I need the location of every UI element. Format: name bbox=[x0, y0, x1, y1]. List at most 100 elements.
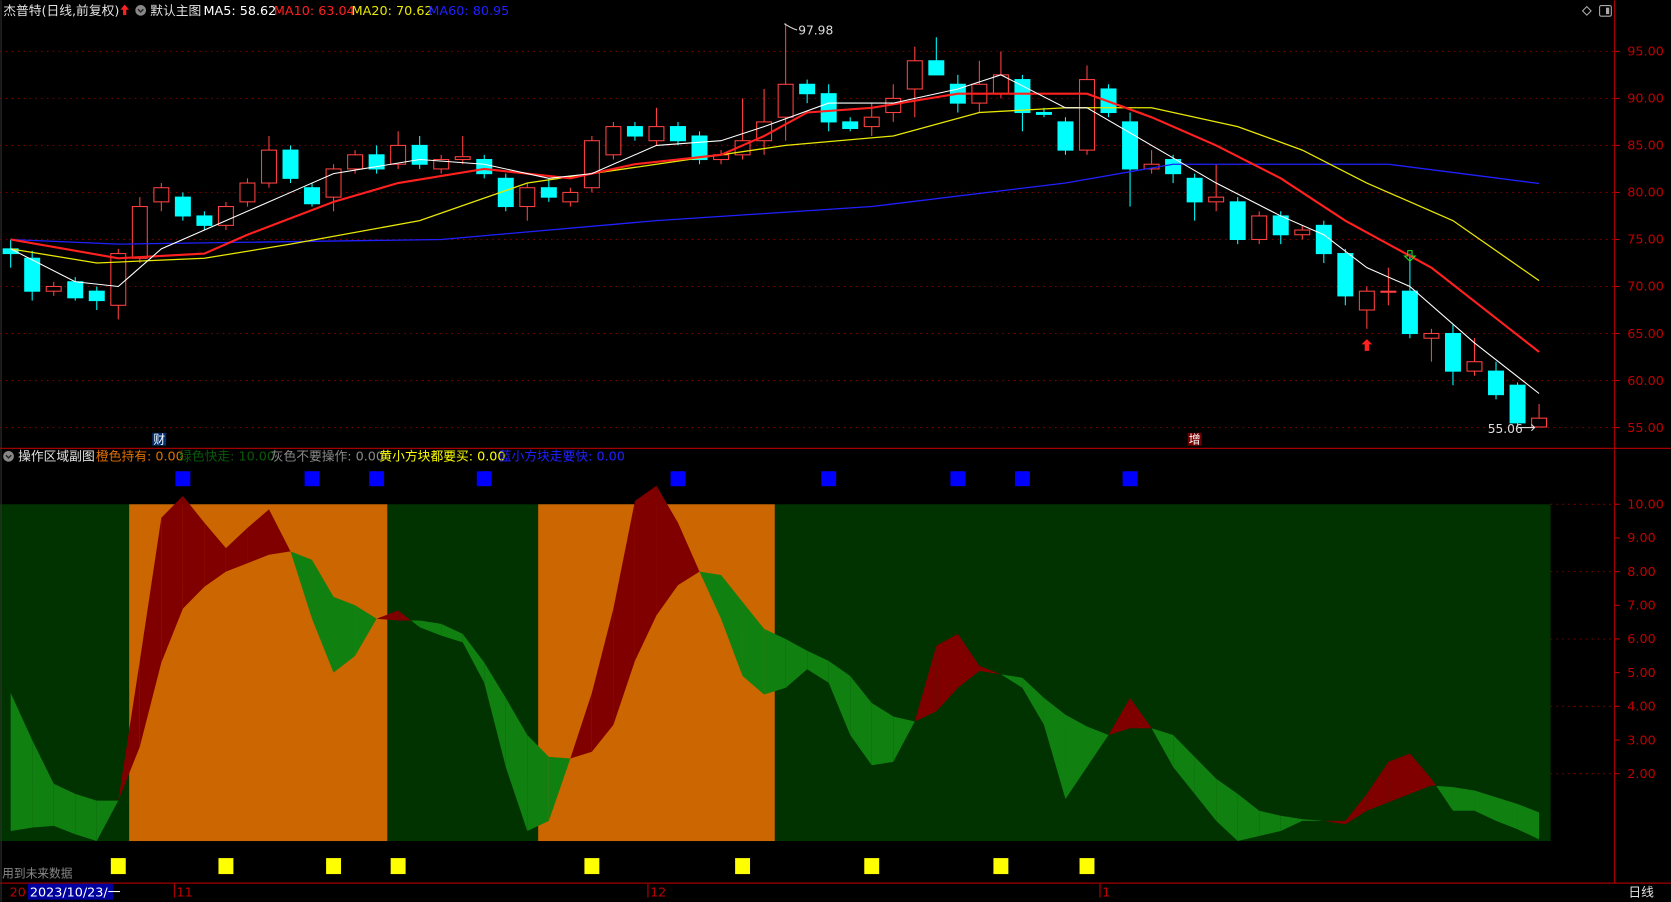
sub-chevron-down-icon[interactable] bbox=[3, 451, 14, 462]
candlestick-series[interactable] bbox=[2, 23, 1548, 428]
candle[interactable] bbox=[842, 117, 859, 132]
blue-exit-square bbox=[304, 471, 320, 487]
sub-chart[interactable] bbox=[0, 471, 1551, 875]
candle[interactable] bbox=[669, 121, 686, 146]
candle[interactable] bbox=[1380, 267, 1397, 306]
candle[interactable] bbox=[1444, 324, 1461, 386]
candle[interactable] bbox=[304, 183, 321, 207]
candle-body bbox=[648, 126, 665, 142]
candle[interactable] bbox=[1358, 286, 1375, 329]
candle[interactable] bbox=[217, 201, 234, 231]
candle[interactable] bbox=[1186, 173, 1203, 221]
blue-exit-square bbox=[950, 471, 966, 487]
candle[interactable] bbox=[1337, 248, 1354, 306]
rising-band bbox=[1345, 793, 1367, 825]
candle[interactable] bbox=[1509, 382, 1526, 427]
candle[interactable] bbox=[45, 281, 62, 296]
candle[interactable] bbox=[906, 46, 923, 118]
candle-body bbox=[476, 158, 493, 175]
falling-band bbox=[548, 756, 571, 821]
candle[interactable] bbox=[24, 250, 41, 301]
candle[interactable] bbox=[282, 145, 299, 184]
chevron-down-icon[interactable] bbox=[135, 5, 146, 16]
candle-body bbox=[24, 257, 41, 292]
candle[interactable] bbox=[1272, 211, 1289, 245]
candle-body bbox=[239, 182, 256, 203]
price-tick-label: 70.00 bbox=[1627, 280, 1664, 295]
falling-band bbox=[32, 740, 54, 828]
candle[interactable] bbox=[1229, 197, 1246, 245]
panel-toggle-icon[interactable] bbox=[1599, 5, 1612, 17]
candle[interactable] bbox=[239, 178, 256, 207]
sub-chart-name[interactable]: 操作区域副图 bbox=[18, 449, 95, 465]
candle-body bbox=[1358, 290, 1375, 311]
increase-marker-text: 增 bbox=[1189, 433, 1201, 447]
falling-band bbox=[742, 601, 765, 695]
candle[interactable] bbox=[820, 84, 837, 132]
candle[interactable] bbox=[519, 183, 536, 221]
candle[interactable] bbox=[454, 136, 471, 165]
candle[interactable] bbox=[1165, 154, 1182, 184]
candle[interactable] bbox=[777, 23, 794, 141]
candle[interactable] bbox=[605, 121, 622, 160]
candle-body bbox=[196, 215, 213, 226]
candle[interactable] bbox=[390, 131, 407, 169]
candle[interactable] bbox=[433, 154, 450, 174]
yellow-buy-square bbox=[735, 858, 751, 875]
candle[interactable] bbox=[626, 121, 643, 141]
candle-body bbox=[1315, 224, 1332, 255]
candle[interactable] bbox=[196, 211, 213, 231]
candle-body bbox=[1509, 384, 1526, 424]
candle[interactable] bbox=[1294, 225, 1311, 240]
candle[interactable] bbox=[1401, 253, 1418, 339]
candle[interactable] bbox=[863, 103, 880, 137]
candle[interactable] bbox=[1251, 211, 1268, 245]
candle-body bbox=[260, 149, 277, 184]
falling-band bbox=[10, 692, 33, 831]
candle[interactable] bbox=[1079, 65, 1095, 155]
rising-band bbox=[634, 485, 657, 661]
candle[interactable] bbox=[153, 183, 170, 212]
candle[interactable] bbox=[648, 107, 665, 146]
candle[interactable] bbox=[368, 145, 385, 174]
candle[interactable] bbox=[1208, 164, 1225, 212]
falling-band bbox=[441, 623, 463, 643]
candle[interactable] bbox=[88, 286, 105, 310]
period-daily-button[interactable]: 日线 bbox=[1628, 885, 1654, 900]
candle[interactable] bbox=[1488, 361, 1505, 400]
sub-tick-label: 4.00 bbox=[1627, 700, 1655, 715]
candle[interactable] bbox=[799, 79, 816, 104]
candle[interactable] bbox=[1466, 338, 1483, 376]
price-tick-label: 90.00 bbox=[1627, 92, 1664, 107]
candle[interactable] bbox=[928, 37, 945, 76]
candle[interactable] bbox=[1531, 404, 1548, 428]
finance-marker[interactable] bbox=[152, 432, 167, 446]
rising-band bbox=[118, 660, 140, 801]
candle[interactable] bbox=[260, 136, 277, 188]
chevron-glyph bbox=[5, 454, 12, 459]
rising-band bbox=[591, 608, 614, 752]
candle[interactable] bbox=[325, 164, 342, 212]
candle[interactable] bbox=[497, 173, 514, 212]
chevron-glyph bbox=[137, 8, 144, 13]
rising-band bbox=[1388, 753, 1410, 803]
candle[interactable] bbox=[756, 88, 773, 155]
rising-band bbox=[1409, 753, 1432, 794]
increase-marker[interactable] bbox=[1187, 432, 1202, 446]
candle[interactable] bbox=[1122, 112, 1139, 207]
candle[interactable] bbox=[1423, 328, 1440, 362]
stock-title[interactable]: 杰普特(日线,前复权) bbox=[3, 3, 119, 19]
candle-body bbox=[1122, 121, 1139, 170]
candle-body bbox=[1208, 196, 1225, 203]
price-tick-label: 55.00 bbox=[1627, 421, 1664, 436]
orange-hold-label: 橙色持有: 0.00 bbox=[96, 449, 184, 465]
candle[interactable] bbox=[562, 187, 579, 207]
diamond-icon[interactable] bbox=[1581, 5, 1592, 16]
candle[interactable] bbox=[174, 192, 191, 221]
candle[interactable] bbox=[1315, 220, 1332, 263]
candle[interactable] bbox=[131, 197, 148, 263]
candle[interactable] bbox=[992, 51, 1009, 99]
main-chart-name[interactable]: 默认主图 bbox=[150, 3, 201, 19]
candle[interactable] bbox=[583, 136, 600, 193]
candle[interactable] bbox=[1057, 117, 1074, 155]
